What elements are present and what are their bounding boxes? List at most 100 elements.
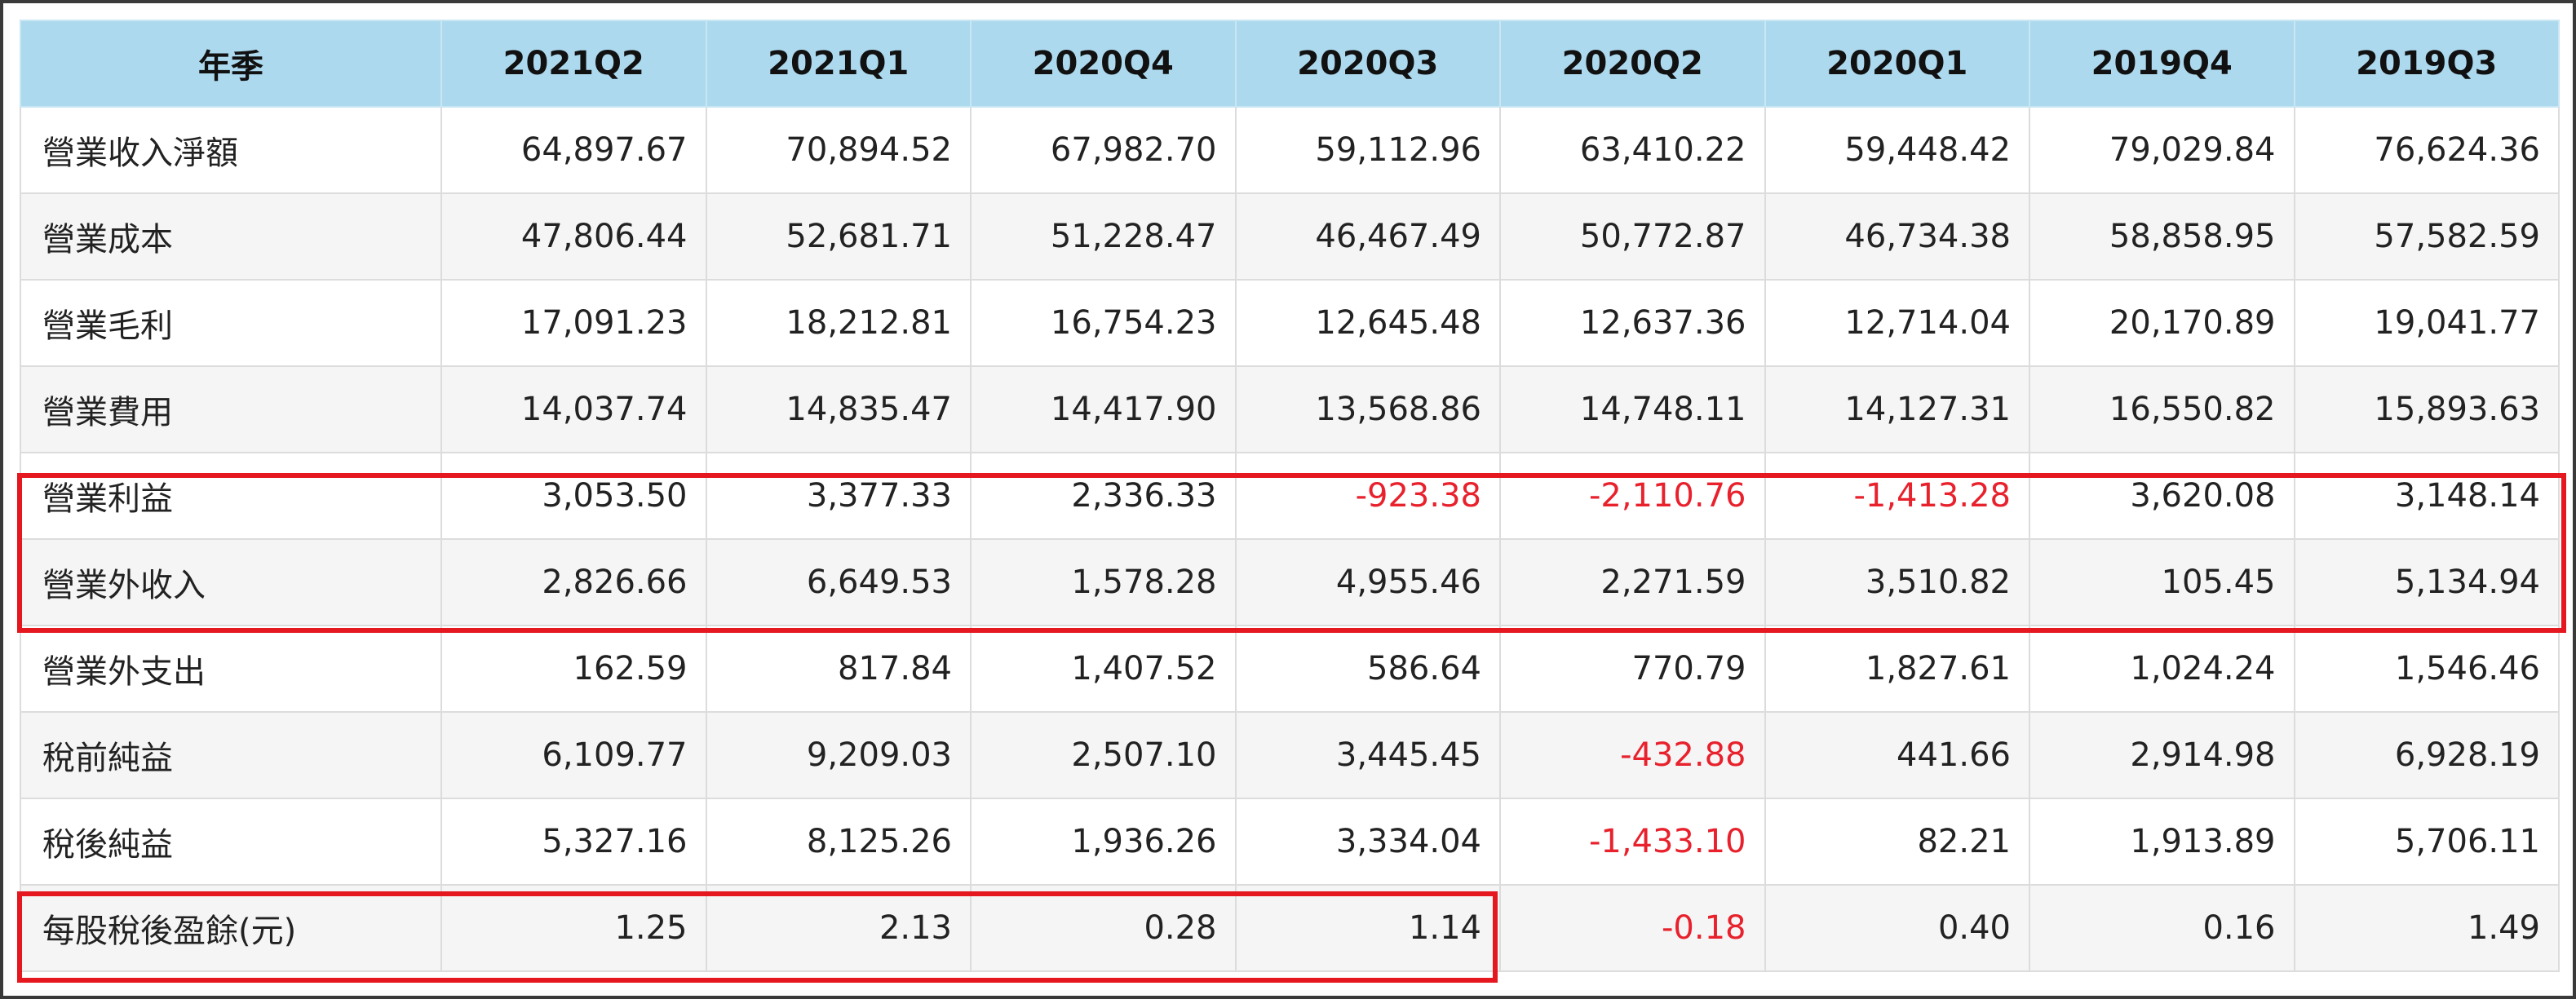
value-cell: 19,041.77 — [2293, 279, 2560, 367]
value-cell: 1.14 — [1234, 884, 1501, 972]
value-cell: 52,681.71 — [705, 192, 972, 281]
value-cell: 15,893.63 — [2293, 365, 2560, 453]
header-cell-2020q3: 2020Q3 — [1234, 20, 1501, 108]
value-cell: 1,546.46 — [2293, 625, 2560, 713]
value-cell: 4,955.46 — [1234, 538, 1501, 626]
value-cell: 5,706.11 — [2293, 798, 2560, 886]
value-cell: 2.13 — [705, 884, 972, 972]
value-cell: 16,754.23 — [970, 279, 1237, 367]
value-cell: 14,127.31 — [1764, 365, 2030, 453]
value-cell: 47,806.44 — [440, 192, 707, 281]
value-cell: 0.28 — [970, 884, 1237, 972]
value-cell: 2,826.66 — [440, 538, 707, 626]
header-cell-2019q3: 2019Q3 — [2293, 20, 2560, 108]
header-row: 年季 2021Q2 2021Q1 2020Q4 2020Q3 2020Q2 20… — [20, 20, 2560, 108]
table-row: 營業外收入 2,826.66 6,649.53 1,578.28 4,955.46 2,2… — [20, 538, 2560, 626]
header-cell-2021q2: 2021Q2 — [440, 20, 707, 108]
value-cell: 82.21 — [1764, 798, 2030, 886]
header-cell-2019q4: 2019Q4 — [2029, 20, 2295, 108]
value-cell: 0.16 — [2029, 884, 2295, 972]
value-cell: 0.40 — [1764, 884, 2030, 972]
value-cell: 1,913.89 — [2029, 798, 2295, 886]
value-cell: 5,134.94 — [2293, 538, 2560, 626]
table-row: 營業成本 47,806.44 52,681.71 51,228.47 46,467.49… — [20, 192, 2560, 281]
value-cell: 46,467.49 — [1234, 192, 1501, 281]
value-cell: 3,620.08 — [2029, 452, 2295, 540]
table-row: 營業毛利 17,091.23 18,212.81 16,754.23 12,645.48… — [20, 279, 2560, 367]
value-cell: 13,568.86 — [1234, 365, 1501, 453]
header-cell-year-quarter: 年季 — [20, 20, 442, 108]
table-row: 稅前純益 6,109.77 9,209.03 2,507.10 3,445.45 -432… — [20, 711, 2560, 799]
header-cell-2020q2: 2020Q2 — [1499, 20, 1766, 108]
value-cell: -1,413.28 — [1764, 452, 2030, 540]
value-cell: 1,827.61 — [1764, 625, 2030, 713]
value-cell: 14,417.90 — [970, 365, 1237, 453]
row-label: 營業成本 — [20, 192, 442, 281]
value-cell: 59,448.42 — [1764, 106, 2030, 194]
value-cell: 12,714.04 — [1764, 279, 2030, 367]
row-label: 營業毛利 — [20, 279, 442, 367]
value-cell: -1,433.10 — [1499, 798, 1766, 886]
value-cell: 17,091.23 — [440, 279, 707, 367]
value-cell: 6,928.19 — [2293, 711, 2560, 799]
value-cell: 2,336.33 — [970, 452, 1237, 540]
value-cell: -2,110.76 — [1499, 452, 1766, 540]
value-cell: 12,645.48 — [1234, 279, 1501, 367]
value-cell: 3,053.50 — [440, 452, 707, 540]
table-header: 年季 2021Q2 2021Q1 2020Q4 2020Q3 2020Q2 20… — [20, 20, 2560, 108]
value-cell: 18,212.81 — [705, 279, 972, 367]
value-cell: 50,772.87 — [1499, 192, 1766, 281]
row-label: 營業外收入 — [20, 538, 442, 626]
value-cell: 76,624.36 — [2293, 106, 2560, 194]
value-cell: 817.84 — [705, 625, 972, 713]
value-cell: 20,170.89 — [2029, 279, 2295, 367]
value-cell: 2,271.59 — [1499, 538, 1766, 626]
value-cell: 16,550.82 — [2029, 365, 2295, 453]
row-label: 營業費用 — [20, 365, 442, 453]
value-cell: 1,578.28 — [970, 538, 1237, 626]
row-label: 營業外支出 — [20, 625, 442, 713]
value-cell: 1,936.26 — [970, 798, 1237, 886]
value-cell: 1,024.24 — [2029, 625, 2295, 713]
value-cell: 70,894.52 — [705, 106, 972, 194]
header-cell-2020q1: 2020Q1 — [1764, 20, 2030, 108]
value-cell: 8,125.26 — [705, 798, 972, 886]
financial-table: 年季 2021Q2 2021Q1 2020Q4 2020Q3 2020Q2 20… — [20, 20, 2560, 972]
value-cell: -923.38 — [1234, 452, 1501, 540]
value-cell: 3,510.82 — [1764, 538, 2030, 626]
table-body: 營業收入淨額 64,897.67 70,894.52 67,982.70 59,112.… — [20, 106, 2560, 972]
value-cell: 2,914.98 — [2029, 711, 2295, 799]
value-cell: 162.59 — [440, 625, 707, 713]
value-cell: 14,037.74 — [440, 365, 707, 453]
value-cell: 14,835.47 — [705, 365, 972, 453]
value-cell: 6,109.77 — [440, 711, 707, 799]
row-label: 稅前純益 — [20, 711, 442, 799]
table-row: 營業利益 3,053.50 3,377.33 2,336.33 -923.38 -2,11… — [20, 452, 2560, 540]
table-row: 稅後純益 5,327.16 8,125.26 1,936.26 3,334.04 -1,4… — [20, 798, 2560, 886]
value-cell: 6,649.53 — [705, 538, 972, 626]
value-cell: 57,582.59 — [2293, 192, 2560, 281]
header-cell-2021q1: 2021Q1 — [705, 20, 972, 108]
value-cell: 1,407.52 — [970, 625, 1237, 713]
value-cell: 3,148.14 — [2293, 452, 2560, 540]
value-cell: -0.18 — [1499, 884, 1766, 972]
value-cell: 5,327.16 — [440, 798, 707, 886]
value-cell: 1.25 — [440, 884, 707, 972]
value-cell: 51,228.47 — [970, 192, 1237, 281]
value-cell: 1.49 — [2293, 884, 2560, 972]
value-cell: 64,897.67 — [440, 106, 707, 194]
row-label: 營業收入淨額 — [20, 106, 442, 194]
value-cell: 9,209.03 — [705, 711, 972, 799]
table-row: 每股稅後盈餘(元) 1.25 2.13 0.28 1.14 -0.18 0.40 0.16 1.… — [20, 884, 2560, 972]
row-label: 營業利益 — [20, 452, 442, 540]
value-cell: 3,445.45 — [1234, 711, 1501, 799]
table-row: 營業外支出 162.59 817.84 1,407.52 586.64 770.79 1,8… — [20, 625, 2560, 713]
value-cell: 46,734.38 — [1764, 192, 2030, 281]
value-cell: 59,112.96 — [1234, 106, 1501, 194]
value-cell: 14,748.11 — [1499, 365, 1766, 453]
value-cell: 58,858.95 — [2029, 192, 2295, 281]
value-cell: 441.66 — [1764, 711, 2030, 799]
value-cell: -432.88 — [1499, 711, 1766, 799]
value-cell: 2,507.10 — [970, 711, 1237, 799]
